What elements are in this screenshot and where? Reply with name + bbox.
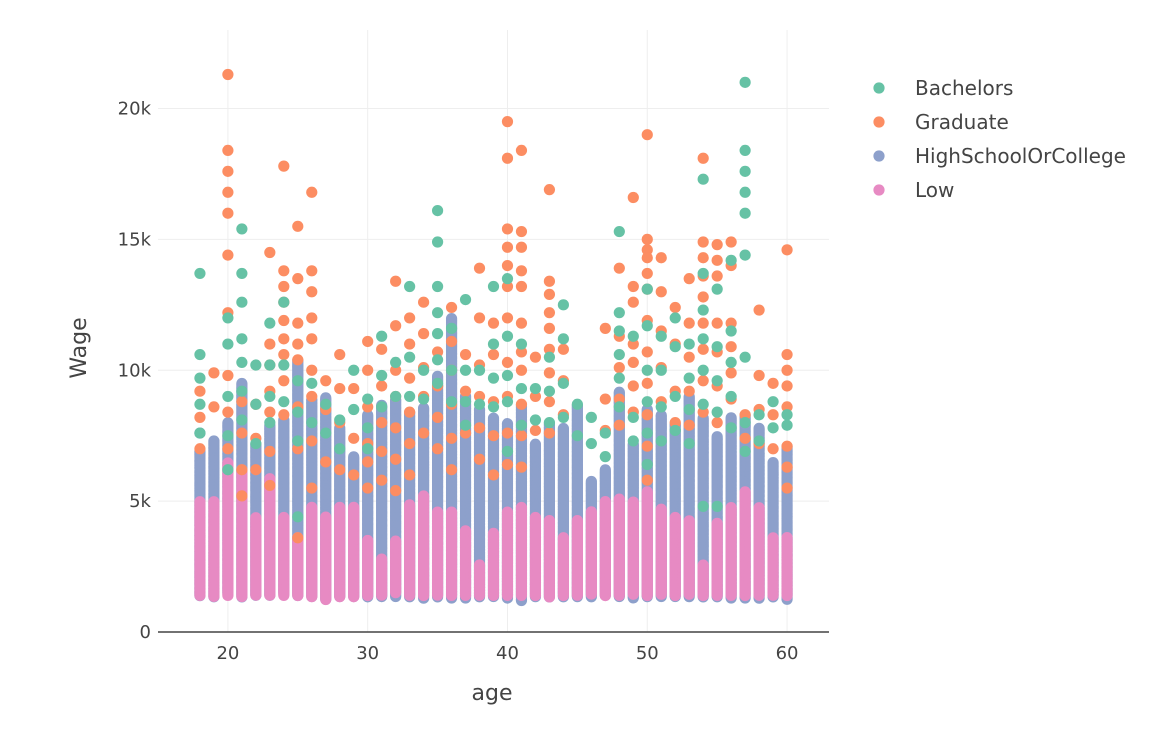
point-highschoolorcollege	[725, 412, 737, 424]
point-highschoolorcollege	[362, 409, 374, 421]
point-highschoolorcollege	[711, 431, 723, 443]
point-highschoolorcollege	[557, 422, 569, 435]
point-highschoolorcollege	[418, 402, 430, 414]
point-highschoolorcollege	[599, 464, 611, 476]
point-highschoolorcollege	[222, 417, 234, 429]
point-highschoolorcollege	[348, 451, 360, 463]
point-highschoolorcollege	[236, 377, 248, 390]
point-highschoolorcollege	[585, 475, 597, 488]
point-highschoolorcollege	[529, 438, 542, 450]
data-points	[194, 68, 793, 607]
point-highschoolorcollege	[208, 435, 220, 447]
point-highschoolorcollege	[445, 312, 458, 325]
point-highschoolorcollege	[487, 412, 500, 424]
